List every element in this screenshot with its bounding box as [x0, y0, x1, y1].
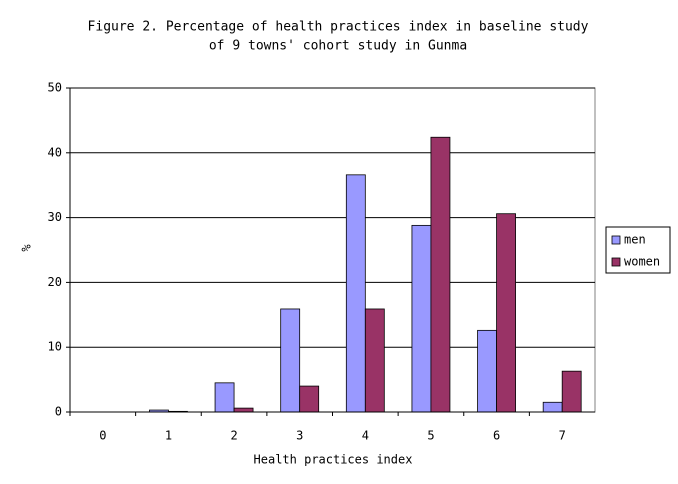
legend-label: men — [624, 233, 646, 247]
legend-label: women — [624, 255, 660, 269]
y-tick-label: 0 — [55, 405, 62, 419]
bar — [542, 401, 563, 413]
y-tick-label: 10 — [48, 340, 62, 354]
bar — [364, 308, 385, 413]
bar — [430, 136, 451, 413]
bar — [345, 174, 366, 413]
legend-swatch — [611, 257, 621, 267]
plot-area — [69, 87, 596, 413]
legend-swatch — [611, 235, 621, 245]
x-axis-label: Health practices index — [254, 453, 413, 467]
bar — [411, 224, 432, 413]
y-tick-label: 30 — [48, 210, 62, 224]
chart-title: of 9 towns' cohort study in Gunma — [209, 39, 467, 54]
x-tick-label: 7 — [559, 429, 566, 443]
y-tick-label: 50 — [48, 81, 62, 95]
y-tick-label: 20 — [48, 275, 62, 289]
x-tick-label: 1 — [165, 429, 172, 443]
x-tick-label: 0 — [99, 429, 106, 443]
chart-title: Figure 2. Percentage of health practices… — [88, 20, 589, 35]
y-axis-label: % — [20, 244, 34, 252]
bar — [477, 329, 497, 413]
bar — [496, 213, 516, 413]
x-tick-label: 6 — [493, 429, 500, 443]
bar — [561, 370, 582, 413]
bar — [233, 407, 254, 413]
x-tick-label: 3 — [296, 429, 303, 443]
x-tick-label: 5 — [427, 429, 434, 443]
bar — [299, 385, 320, 413]
x-tick-label: 4 — [362, 429, 369, 443]
x-tick-label: 2 — [230, 429, 237, 443]
bar — [214, 382, 235, 413]
y-tick-label: 40 — [48, 145, 62, 159]
bar — [280, 308, 301, 413]
